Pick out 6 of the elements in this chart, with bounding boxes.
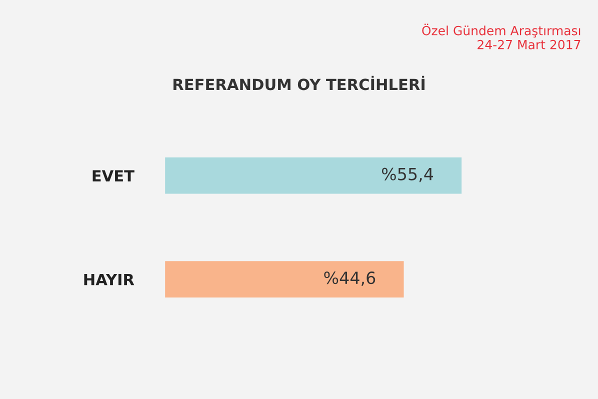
- data-label: %55,4: [382, 168, 434, 182]
- chart-title: REFERANDUM OY TERCİHLERİ: [174, 76, 424, 90]
- data-label: %44,6: [324, 272, 376, 286]
- text: Özel Gündem Araştırması 24-27 Mart 2017: [422, 24, 580, 50]
- y-tick-label: HAYIR: [84, 274, 134, 286]
- y-tick-label: EVET: [92, 170, 134, 182]
